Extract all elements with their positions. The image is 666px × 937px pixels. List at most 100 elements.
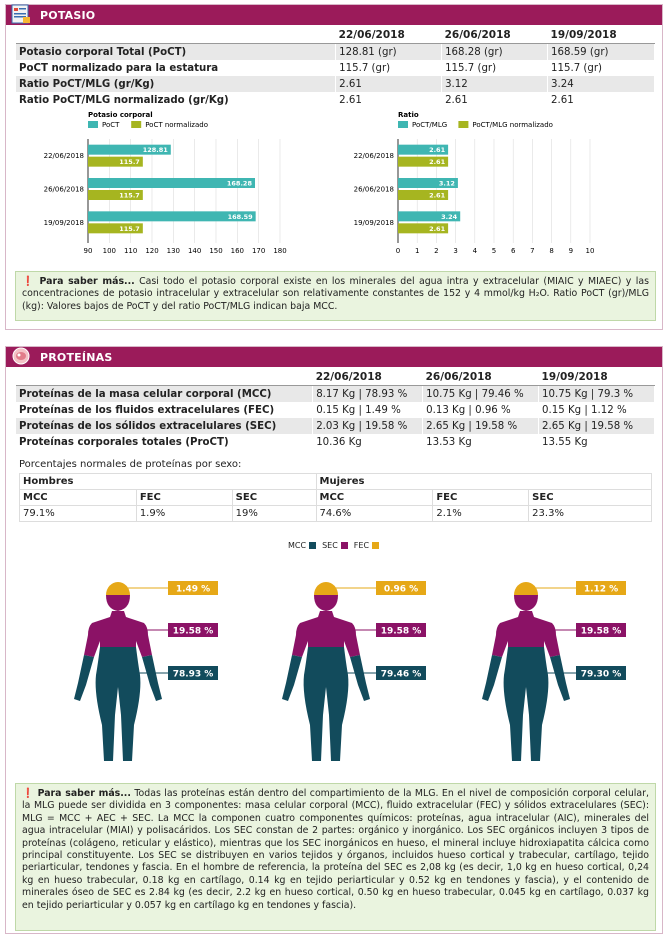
chart-title: Potasio corporal [88, 111, 153, 119]
proteinas-title: PROTEÍNAS [40, 350, 113, 364]
right-arm-mcc [350, 655, 370, 701]
ratio-chart: Ratio PoCT/MLG PoCT/MLG normalizado 0 1 2 3 4 5 6… [334, 109, 604, 267]
mujeres-header: Mujeres [315, 473, 653, 490]
row-value: 168.28 (gr) [441, 43, 549, 60]
legend-label: PoCT normalizado [145, 121, 208, 129]
row-label: Ratio PoCT/MLG (gr/Kg) [16, 76, 337, 92]
info-text: Casi todo el potasio corporal existe en … [22, 276, 649, 312]
tick-label: 110 [124, 247, 137, 255]
bar [398, 156, 449, 167]
row-value: 2.65 Kg | 19.58 % [422, 418, 540, 434]
left-arm-mcc [74, 655, 94, 701]
sec-label: 19.58 % [581, 627, 622, 637]
col-header: MCC [19, 489, 137, 506]
tick-label: 150 [209, 247, 222, 255]
head-fec [314, 582, 338, 595]
legend-swatch [340, 542, 348, 549]
table-row: Proteínas corporales totales (ProCT) 10.… [16, 434, 655, 450]
row-value: 128.81 (gr) [335, 43, 443, 60]
row-value: 13.53 Kg [422, 434, 540, 450]
potasio-header-blank [16, 27, 336, 44]
bar [88, 144, 171, 155]
row-label: Proteínas de la masa celular corporal (M… [16, 385, 314, 402]
table-row: PoCT normalizado para la estatura 115.7 … [16, 60, 655, 76]
proteinas-date-3: 19/09/2018 [538, 369, 655, 386]
row-value: 0.13 Kg | 0.96 % [422, 402, 540, 418]
proteinas-header-blank [16, 369, 313, 386]
row-value: 0.15 Kg | 1.12 % [538, 402, 655, 418]
table-row: Ratio PoCT/MLG (gr/Kg) 2.61 3.12 3.24 [16, 76, 655, 92]
row-value: 3.24 [547, 76, 655, 92]
tick-label: 9 [569, 247, 573, 255]
data-label: 2.61 [429, 192, 446, 200]
table-row: Proteínas de la masa celular corporal (M… [16, 385, 655, 402]
row-value: 2.61 [335, 76, 443, 92]
info-icon: ❗ [22, 276, 36, 287]
legend-label: PoCT/MLG normalizado [472, 121, 553, 129]
col-header: MCC [315, 489, 434, 506]
tick-label: 1 [415, 247, 419, 255]
bar [398, 178, 458, 188]
normal-percent-title: Porcentajes normales de proteínas por se… [19, 459, 242, 470]
cell-value: 1.9% [135, 505, 233, 522]
row-label: Proteínas corporales totales (ProCT) [16, 434, 314, 450]
bar [398, 190, 449, 200]
data-label: 3.12 [439, 180, 455, 188]
legend-label: SEC [322, 541, 338, 550]
proteinas-table: 22/06/2018 26/06/2018 19/09/2018 Proteín… [16, 369, 655, 450]
head-sec [314, 595, 338, 611]
row-label: Proteínas de los sólidos extracelulares … [16, 418, 314, 434]
legend-swatch [309, 542, 317, 549]
fec-label-box [168, 581, 218, 595]
data-label: 2.61 [429, 146, 446, 154]
row-value: 168.59 (gr) [547, 43, 655, 60]
head-fec [514, 582, 538, 595]
legend-label: FEC [353, 541, 370, 550]
potasio-date-3: 19/09/2018 [547, 27, 655, 44]
tick-label: 0 [396, 247, 400, 255]
bar [398, 144, 449, 155]
mcc-label-box [576, 666, 626, 680]
fec-label: 1.49 % [176, 585, 210, 595]
sec-label-box [168, 623, 218, 637]
col-header: FEC [432, 489, 530, 506]
potasio-title: POTASIO [40, 8, 96, 22]
head-sec [514, 595, 538, 611]
ratio-chart-svg: Ratio PoCT/MLG PoCT/MLG normalizado 0 1 2 3 4 5 6… [354, 111, 595, 255]
legend-fec: FEC [353, 541, 380, 550]
legend-swatch [131, 121, 142, 128]
body-legend: MCC SEC FEC [288, 541, 380, 550]
body-figure: 1.49 % 19.58 % 78.93 % [74, 581, 218, 761]
fec-label-box [376, 581, 426, 595]
hombres-header: Hombres [19, 473, 317, 490]
tick-label: 170 [252, 247, 265, 255]
sec-label: 19.58 % [173, 627, 214, 637]
row-value: 115.7 (gr) [335, 60, 443, 76]
legend-mcc: MCC [288, 541, 317, 550]
fec-label: 0.96 % [384, 585, 418, 595]
cell-value: 2.1% [432, 505, 530, 522]
row-value: 10.75 Kg | 79.3 % [538, 385, 655, 402]
category-label: 26/06/2018 [354, 186, 394, 194]
tick-label: 90 [84, 247, 93, 255]
body-figure: 1.12 % 19.58 % 79.30 % [482, 581, 626, 761]
data-label: 2.61 [429, 225, 446, 233]
legend-label: PoCT/MLG [412, 121, 447, 129]
proteinas-info-box: ❗ Para saber más... Todas las proteínas … [15, 783, 656, 931]
row-value: 115.7 (gr) [441, 60, 549, 76]
row-label: Ratio PoCT/MLG normalizado (gr/Kg) [16, 92, 337, 108]
info-lead: Para saber más... [37, 788, 131, 799]
bar [398, 211, 461, 222]
cell-value: 23.3% [528, 505, 652, 522]
row-value: 3.12 [441, 76, 549, 92]
legend-swatch [398, 121, 408, 128]
data-label: 3.24 [441, 213, 458, 221]
tick-label: 7 [530, 247, 534, 255]
bar [88, 211, 256, 222]
potasio-chart-svg: Potasio corporal PoCT PoCT normalizado 90 10… [44, 111, 287, 255]
right-arm-mcc [142, 655, 162, 701]
tick-label: 160 [231, 247, 244, 255]
table-row: Ratio PoCT/MLG normalizado (gr/Kg) 2.61 … [16, 92, 655, 108]
potasio-icon [10, 3, 32, 25]
table-row: Proteínas de los sólidos extracelulares … [16, 418, 655, 434]
